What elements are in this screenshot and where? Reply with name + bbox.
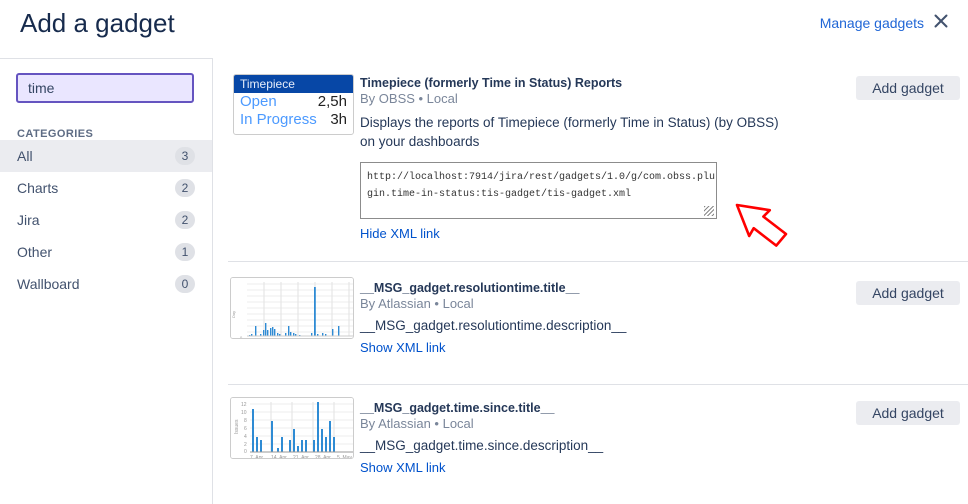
svg-text:21. Apr: 21. Apr (293, 455, 309, 459)
svg-text:Issues: Issues (234, 419, 240, 434)
svg-text:Day: Day (231, 311, 236, 318)
svg-text:6: 6 (244, 426, 247, 432)
svg-text:8: 8 (244, 418, 247, 424)
svg-text:14. Apr: 14. Apr (271, 455, 287, 459)
svg-text:2: 2 (244, 442, 247, 448)
svg-text:0: 0 (244, 449, 247, 455)
svg-text:4: 4 (244, 434, 247, 440)
svg-text:10: 10 (241, 410, 247, 416)
svg-text:28. Apr: 28. Apr (315, 455, 331, 459)
svg-text:7. Apr: 7. Apr (250, 455, 263, 459)
svg-text:5. May: 5. May (337, 455, 353, 459)
svg-text:12: 12 (241, 402, 247, 408)
